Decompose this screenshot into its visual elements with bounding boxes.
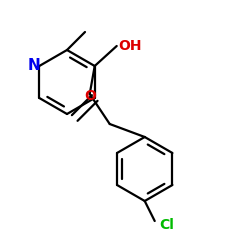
Text: OH: OH <box>118 39 142 53</box>
Text: O: O <box>84 89 96 103</box>
Text: N: N <box>28 58 41 72</box>
Text: Cl: Cl <box>159 218 174 232</box>
